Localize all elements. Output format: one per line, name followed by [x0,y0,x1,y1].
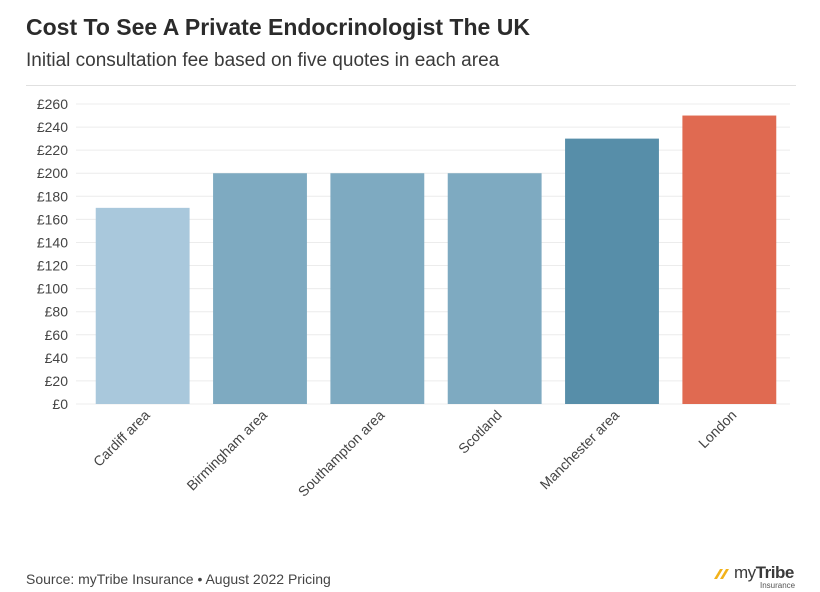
y-tick-label: £160 [37,211,68,227]
x-tick-label: Cardiff area [90,407,153,470]
gridlines [76,103,790,405]
y-tick-label: £100 [37,281,68,297]
logo-subtext: Insurance [760,581,796,590]
bar-manchester-area [565,138,659,404]
y-tick-label: £60 [45,327,69,343]
x-tick-label: Birmingham area [183,407,270,494]
x-tick-label: Manchester area [537,407,623,493]
y-tick-label: £220 [37,142,68,158]
y-tick-label: £20 [45,373,69,389]
logo-wordmark: myTribe [734,563,794,582]
chart-subtitle: Initial consultation fee based on five q… [26,50,500,71]
y-tick-label: £200 [37,165,68,181]
x-tick-label: London [695,407,739,451]
bar-birmingham-area [213,173,307,404]
mytribe-logo: myTribe Insurance [712,563,800,591]
y-axis-ticks: £0 £20 £40 £60 £80 £100 £120 £140 £160 £180 £200 £2… [37,96,68,412]
x-tick-label: Scotland [455,407,505,457]
bar-cardiff-area [95,207,190,404]
y-tick-label: £180 [37,188,68,204]
y-tick-label: £0 [52,396,68,412]
y-tick-label: £80 [45,304,69,320]
header-divider [26,85,796,86]
bar-chart: £0 £20 £40 £60 £80 £100 £120 £140 £160 £180 £200 £2… [37,96,790,500]
source-note: Source: myTribe Insurance • August 2022 … [26,571,331,587]
bar-southampton-area [330,173,425,404]
bars [95,115,777,405]
x-axis-ticks: Cardiff area Birmingham area Southampton a… [90,407,740,500]
y-tick-label: £120 [37,258,68,274]
bar-scotland [447,173,542,404]
logo-stripes-icon [714,569,729,579]
x-tick-label: Southampton area [295,407,388,500]
chart-title: Cost To See A Private Endocrinologist Th… [26,14,530,40]
y-tick-label: £260 [37,96,68,112]
y-tick-label: £240 [37,119,68,135]
y-tick-label: £140 [37,234,68,250]
y-tick-label: £40 [45,350,69,366]
bar-london [682,115,777,405]
